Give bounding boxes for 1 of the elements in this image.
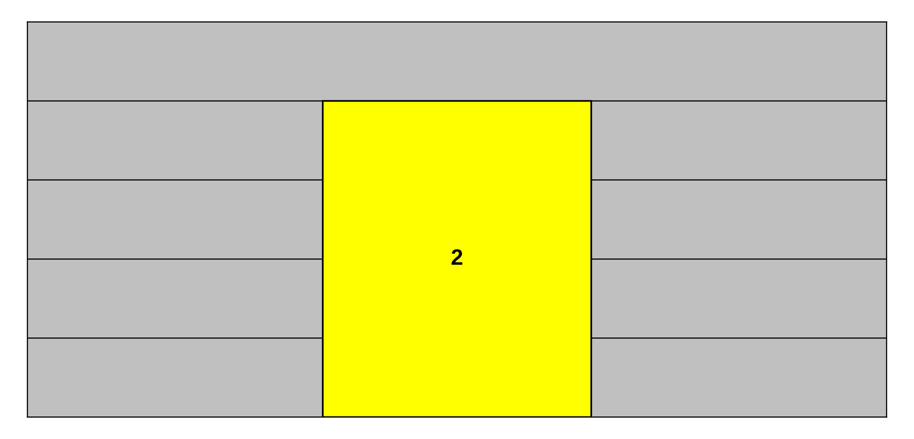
data-label: 2 (452, 249, 462, 265)
